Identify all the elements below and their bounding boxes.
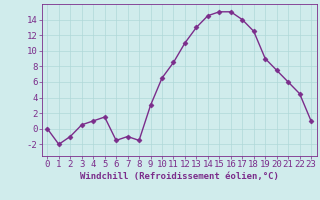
X-axis label: Windchill (Refroidissement éolien,°C): Windchill (Refroidissement éolien,°C) (80, 172, 279, 181)
